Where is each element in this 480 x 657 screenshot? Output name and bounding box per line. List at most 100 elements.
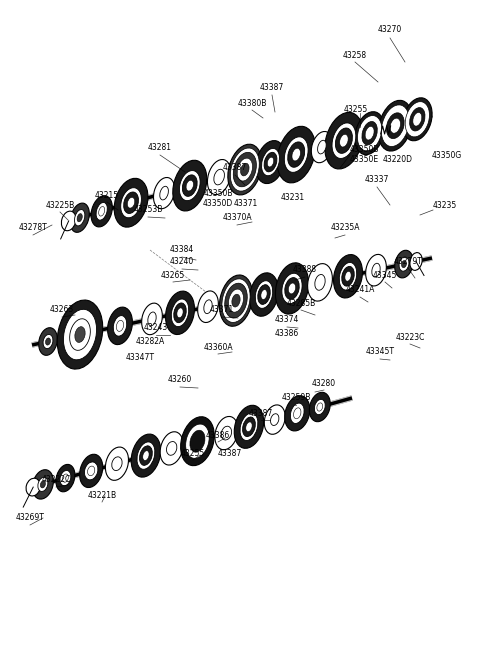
Ellipse shape <box>284 137 308 172</box>
Ellipse shape <box>114 178 148 227</box>
Text: 43371: 43371 <box>210 306 234 315</box>
Ellipse shape <box>62 474 68 482</box>
Text: 43231: 43231 <box>281 194 305 202</box>
Text: 43347T: 43347T <box>125 353 155 361</box>
Ellipse shape <box>264 405 285 434</box>
Text: 43240: 43240 <box>170 258 194 267</box>
Ellipse shape <box>413 112 422 126</box>
Ellipse shape <box>309 392 330 422</box>
Text: 43350D: 43350D <box>203 198 233 208</box>
Ellipse shape <box>113 315 127 336</box>
Ellipse shape <box>154 177 175 209</box>
Ellipse shape <box>70 319 90 350</box>
Ellipse shape <box>288 142 305 168</box>
Ellipse shape <box>43 334 53 349</box>
Ellipse shape <box>410 252 422 271</box>
Text: 43282A: 43282A <box>135 338 165 346</box>
Ellipse shape <box>127 197 135 208</box>
Ellipse shape <box>230 148 259 191</box>
Ellipse shape <box>405 102 430 137</box>
Ellipse shape <box>228 289 243 312</box>
Ellipse shape <box>292 148 300 161</box>
Text: 43350B: 43350B <box>203 189 233 198</box>
Ellipse shape <box>116 321 124 331</box>
Ellipse shape <box>26 478 40 496</box>
Ellipse shape <box>325 112 363 169</box>
Text: 43269T: 43269T <box>15 514 45 522</box>
Text: 43255: 43255 <box>344 106 368 114</box>
Ellipse shape <box>143 451 149 461</box>
Text: 43350G: 43350G <box>432 150 462 160</box>
Ellipse shape <box>87 466 95 476</box>
Text: 43258: 43258 <box>343 51 367 60</box>
Ellipse shape <box>84 462 98 480</box>
Ellipse shape <box>340 134 348 147</box>
Ellipse shape <box>142 303 162 334</box>
Ellipse shape <box>264 152 277 172</box>
Ellipse shape <box>332 123 356 158</box>
Text: 43220D: 43220D <box>383 156 413 164</box>
Ellipse shape <box>108 307 132 345</box>
Ellipse shape <box>308 263 333 301</box>
Ellipse shape <box>186 180 193 191</box>
Text: 43265: 43265 <box>161 271 185 279</box>
Ellipse shape <box>74 210 85 226</box>
Ellipse shape <box>167 442 177 455</box>
Ellipse shape <box>180 171 200 200</box>
Ellipse shape <box>314 399 325 415</box>
Ellipse shape <box>61 211 76 231</box>
Ellipse shape <box>402 261 407 267</box>
Ellipse shape <box>395 250 413 278</box>
Text: 43281: 43281 <box>148 143 172 152</box>
Text: 43235A: 43235A <box>330 223 360 233</box>
Text: 43225B: 43225B <box>46 200 74 210</box>
Text: 43370A: 43370A <box>222 214 252 223</box>
Ellipse shape <box>70 203 89 233</box>
Text: 43235: 43235 <box>433 200 457 210</box>
Ellipse shape <box>57 300 103 369</box>
Text: 43387: 43387 <box>260 83 284 93</box>
Ellipse shape <box>232 294 240 307</box>
Ellipse shape <box>40 481 46 488</box>
Text: 43345T: 43345T <box>365 348 395 357</box>
Ellipse shape <box>290 403 304 424</box>
Ellipse shape <box>56 464 75 492</box>
Ellipse shape <box>63 309 96 360</box>
Text: 43221B: 43221B <box>87 491 117 499</box>
Text: 43350B: 43350B <box>350 145 380 154</box>
Text: 43387: 43387 <box>218 449 242 457</box>
Ellipse shape <box>33 470 53 499</box>
Ellipse shape <box>403 98 432 141</box>
Text: 43223C: 43223C <box>396 332 425 342</box>
Ellipse shape <box>137 442 155 469</box>
Text: 43278T: 43278T <box>19 223 48 233</box>
Text: 43374: 43374 <box>275 315 299 325</box>
Ellipse shape <box>214 170 225 185</box>
Ellipse shape <box>140 446 152 465</box>
Ellipse shape <box>190 430 205 452</box>
Ellipse shape <box>250 273 278 316</box>
Ellipse shape <box>182 175 197 196</box>
Text: 43270: 43270 <box>378 26 402 35</box>
Ellipse shape <box>365 126 374 140</box>
Text: 43263: 43263 <box>50 306 74 315</box>
Ellipse shape <box>171 299 189 327</box>
Text: 43350E: 43350E <box>350 156 379 164</box>
Ellipse shape <box>46 338 50 345</box>
Ellipse shape <box>258 284 270 304</box>
Text: 43285B: 43285B <box>287 298 316 307</box>
Ellipse shape <box>38 478 48 491</box>
Text: 43259B: 43259B <box>281 394 311 403</box>
Ellipse shape <box>99 206 105 216</box>
Text: 43387: 43387 <box>249 409 273 417</box>
Ellipse shape <box>120 188 142 217</box>
Ellipse shape <box>96 202 108 220</box>
Text: 43386: 43386 <box>275 328 299 338</box>
Ellipse shape <box>382 105 409 147</box>
Ellipse shape <box>225 283 247 318</box>
Ellipse shape <box>271 414 279 426</box>
Ellipse shape <box>180 417 214 466</box>
Text: 43345: 43345 <box>373 271 397 279</box>
Text: 43253B: 43253B <box>133 206 163 214</box>
Ellipse shape <box>148 312 156 326</box>
